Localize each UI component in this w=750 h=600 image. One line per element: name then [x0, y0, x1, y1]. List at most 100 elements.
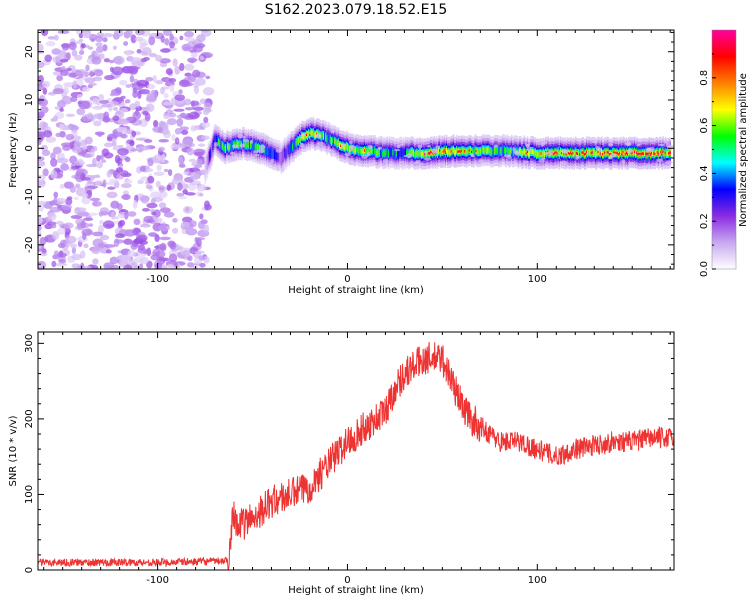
halo-speck: [403, 155, 407, 158]
ridge-cell: [502, 145, 505, 155]
noise-blob: [63, 82, 75, 88]
ridge-cell: [493, 147, 496, 154]
noise-blob: [204, 203, 212, 211]
ridge-cell: [571, 152, 573, 156]
ridge-cell: [293, 141, 295, 151]
ridge-cell: [231, 140, 234, 150]
ridge-cell: [449, 150, 451, 156]
noise-blob: [103, 244, 116, 248]
ridge-cell: [376, 150, 379, 156]
noise-blob: [127, 249, 136, 258]
noise-blob: [153, 119, 159, 128]
halo-speck: [372, 161, 378, 165]
halo-speck: [607, 156, 613, 160]
halo-speck: [591, 164, 597, 168]
ridge-cell: [526, 150, 529, 154]
noise-blob: [196, 183, 207, 192]
ridge-cell: [566, 149, 569, 156]
ridge-cell: [390, 147, 392, 157]
noise-blob: [74, 40, 83, 45]
ridge-cell: [272, 150, 275, 160]
ridge-cell: [288, 145, 291, 156]
halo-speck: [507, 154, 512, 159]
ridge-cell: [565, 153, 568, 156]
ridge-cell: [291, 141, 293, 151]
noise-blob: [166, 264, 175, 269]
noise-blob: [56, 252, 67, 258]
noise-blob: [126, 30, 133, 38]
ridge-cell: [525, 152, 528, 155]
ridge-cell: [605, 150, 608, 156]
ridge-cell: [520, 148, 522, 155]
ridge-cell: [403, 149, 406, 159]
halo-speck: [598, 162, 605, 168]
spectrogram-x-tick-label: 0: [344, 274, 350, 285]
halo-speck: [296, 150, 301, 155]
noise-blob: [176, 192, 185, 197]
halo-speck: [470, 153, 475, 158]
noise-blob: [51, 260, 57, 268]
halo-speck: [540, 141, 545, 147]
ridge-cell: [220, 141, 223, 151]
noise-blob: [82, 31, 90, 39]
ridge-cell: [222, 144, 225, 150]
ridge-cell: [287, 144, 290, 154]
ridge-cell: [472, 149, 474, 155]
halo-speck: [263, 135, 270, 141]
ridge-cell: [531, 148, 533, 155]
ridge-cell: [488, 147, 490, 153]
ridge-cell: [468, 149, 471, 152]
noise-blob: [60, 43, 71, 48]
snr-x-tick-label: 100: [528, 575, 547, 586]
ridge-cell: [606, 150, 609, 154]
noise-blob: [182, 171, 189, 175]
noise-blob: [38, 225, 42, 231]
ridge-cell: [410, 149, 413, 155]
noise-blob: [182, 205, 194, 214]
noise-blob: [148, 232, 158, 237]
noise-blob: [135, 234, 148, 242]
ridge-cell: [253, 140, 256, 150]
halo-speck: [525, 143, 530, 147]
noise-blob: [167, 118, 177, 126]
noise-blob: [77, 151, 86, 156]
noise-blob: [49, 206, 61, 213]
ridge-cell: [324, 131, 326, 141]
ridge-cell: [631, 151, 634, 154]
noise-blob: [201, 121, 211, 128]
ridge-cell: [265, 146, 268, 156]
halo-speck: [541, 157, 546, 160]
ridge-cell: [378, 149, 381, 155]
noise-blob: [109, 59, 115, 64]
noise-blob: [96, 155, 101, 162]
ridge-cell: [478, 148, 481, 155]
ridge-cell: [508, 149, 511, 155]
halo-speck: [349, 145, 356, 149]
noise-blob: [45, 136, 57, 143]
halo-speck: [317, 141, 324, 146]
noise-blob: [94, 174, 101, 179]
ridge-cell: [354, 147, 357, 153]
halo-speck: [512, 147, 516, 152]
ridge-cell: [411, 149, 414, 155]
halo-speck: [349, 140, 353, 145]
ridge-cell: [284, 148, 286, 158]
noise-blob: [139, 256, 149, 265]
noise-blob: [38, 229, 42, 239]
noise-blob: [89, 197, 101, 202]
ridge-cell: [275, 150, 277, 160]
spectrogram-y-tick-label: 10: [24, 94, 35, 107]
ridge-cell: [382, 151, 384, 157]
ridge-cell: [267, 145, 269, 156]
noise-blob: [160, 86, 165, 95]
ridge-cell: [460, 149, 463, 153]
halo-speck: [213, 141, 219, 147]
ridge-cell: [224, 145, 227, 152]
ridge-cell: [415, 151, 417, 157]
noise-blob: [159, 48, 171, 53]
noise-blob: [102, 33, 114, 38]
noise-blob: [96, 161, 104, 169]
noise-blob: [70, 215, 83, 220]
noise-blob: [187, 57, 198, 63]
noise-blob: [59, 130, 66, 138]
